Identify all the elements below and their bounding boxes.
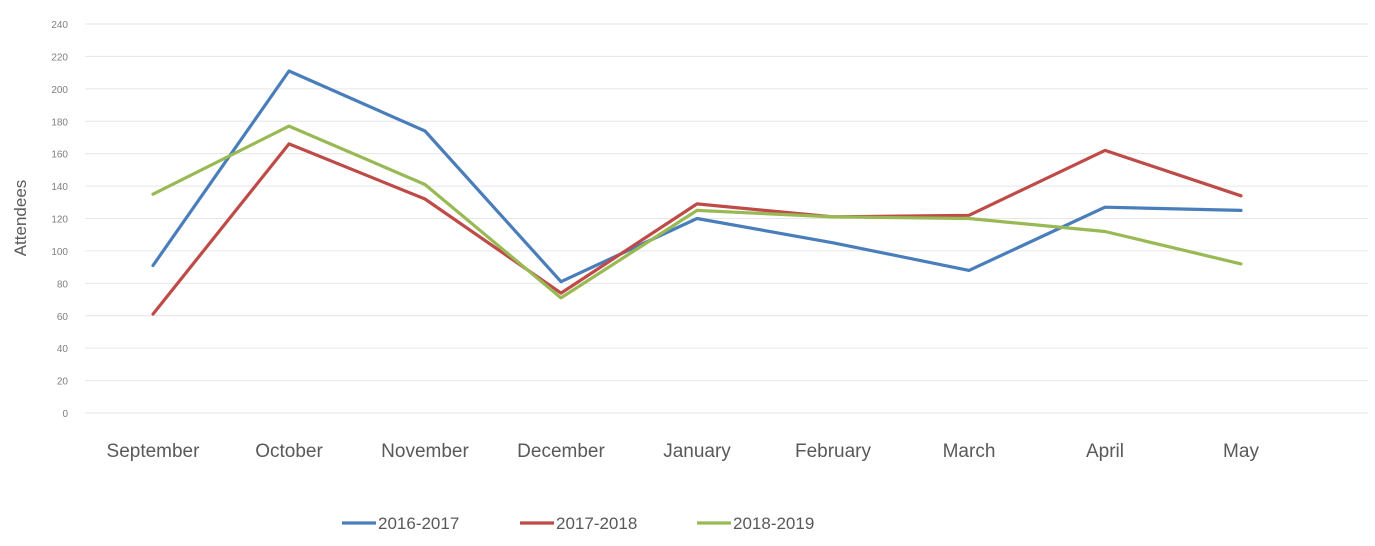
y-tick-label: 100	[51, 247, 68, 258]
legend-label: 2018-2019	[733, 514, 814, 533]
x-tick-label: September	[107, 441, 201, 462]
legend-item: 2016-2017	[342, 514, 459, 533]
legend-item: 2017-2018	[520, 514, 637, 533]
series-line-3	[151, 124, 1243, 300]
legend-label: 2017-2018	[556, 514, 637, 533]
y-tick-label: 140	[51, 182, 68, 193]
y-tick-label: 180	[51, 117, 68, 128]
x-tick-label: February	[795, 441, 872, 462]
y-tick-label: 160	[51, 150, 68, 161]
x-tick-label: April	[1086, 441, 1124, 462]
series-lines	[151, 69, 1243, 316]
y-tick-label: 80	[57, 279, 69, 290]
x-tick-label: January	[663, 441, 731, 462]
legend: 2016-2017 2017-2018 2018-2019	[342, 514, 814, 533]
y-axis-ticks: 0 20 40 60 80 100 120 140 160 180 200 220 240	[51, 20, 68, 420]
y-tick-label: 120	[51, 215, 68, 226]
x-tick-label: May	[1223, 441, 1259, 462]
legend-item: 2018-2019	[697, 514, 814, 533]
x-axis-ticks: September October November December January F…	[107, 441, 1260, 462]
series-line-1	[151, 69, 1243, 284]
y-tick-label: 0	[62, 409, 68, 420]
x-tick-label: March	[943, 441, 996, 462]
x-tick-label: December	[517, 441, 605, 462]
x-tick-label: November	[381, 441, 469, 462]
x-tick-label: October	[255, 441, 323, 462]
y-axis-title: Attendees	[11, 180, 30, 257]
gridlines	[85, 23, 1368, 414]
y-tick-label: 200	[51, 85, 68, 96]
y-tick-label: 20	[57, 377, 69, 388]
y-tick-label: 60	[57, 312, 69, 323]
legend-label: 2016-2017	[378, 514, 459, 533]
y-tick-label: 240	[51, 20, 68, 31]
series-line-2	[151, 142, 1243, 316]
y-tick-label: 40	[57, 344, 69, 355]
y-tick-label: 220	[51, 52, 68, 63]
